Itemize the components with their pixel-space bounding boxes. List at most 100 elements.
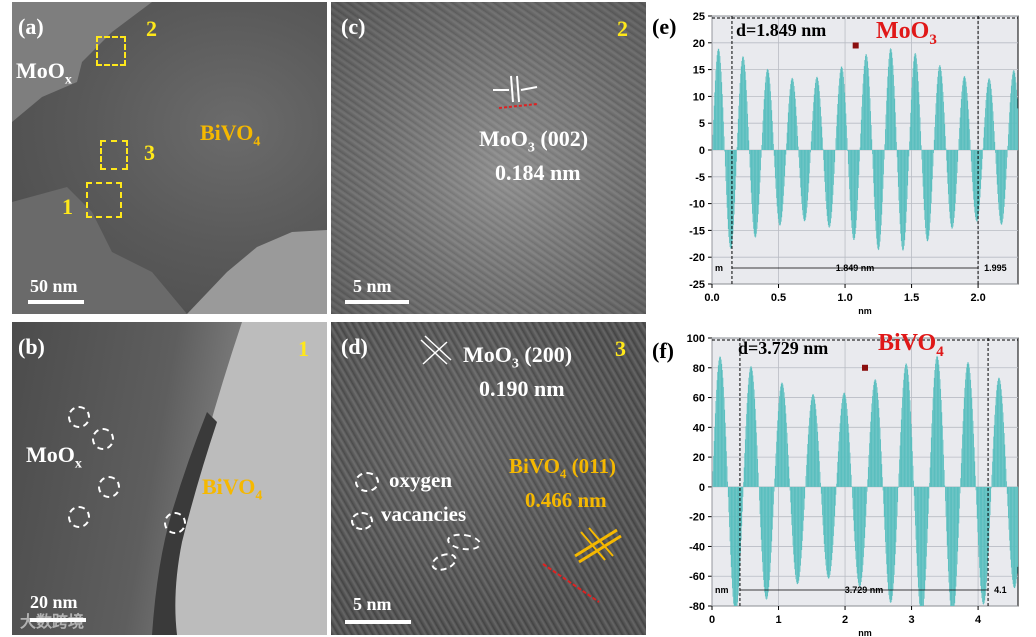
- moox-subscript: x: [64, 72, 72, 88]
- profile-bar: [749, 372, 750, 487]
- profile-bar: [963, 408, 964, 487]
- profile-bar: [827, 486, 829, 579]
- profile-bar: [809, 150, 810, 174]
- bivo4-011-hkl: (011): [566, 454, 616, 478]
- profile-bar: [933, 387, 934, 487]
- profile-bar: [809, 150, 811, 164]
- profile-bar: [1005, 468, 1007, 487]
- profile-bar: [724, 150, 726, 152]
- profile-bar: [787, 443, 789, 487]
- profile-bar: [936, 93, 937, 150]
- profile-bar: [914, 486, 916, 511]
- profile-bar: [730, 486, 731, 555]
- profile-bar: [1000, 150, 1002, 224]
- profile-bar: [966, 92, 968, 150]
- profile-bar: [842, 398, 843, 487]
- profile-bar: [804, 150, 806, 221]
- profile-bar: [861, 486, 863, 578]
- profile-bar: [1012, 486, 1013, 580]
- profile-bar: [993, 120, 994, 150]
- profile-bar: [878, 150, 880, 250]
- profile-bar: [805, 476, 807, 487]
- moox-label: MoOx: [16, 58, 72, 88]
- profile-bar: [1001, 150, 1003, 225]
- profile-bar: [796, 486, 798, 584]
- profile-bar: [980, 150, 982, 189]
- profile-bar: [867, 467, 869, 487]
- y-tick-label: 15: [693, 65, 705, 77]
- profile-bar: [910, 112, 912, 150]
- profile-bar: [900, 150, 902, 234]
- y-tick-label: 0: [699, 145, 705, 157]
- profile-bar: [759, 150, 760, 195]
- profile-bar: [977, 486, 979, 546]
- profile-bar: [788, 466, 790, 487]
- profile-bar: [983, 137, 984, 150]
- profile-bar: [856, 150, 857, 221]
- x-tick-label: 2: [842, 614, 848, 626]
- profile-bar: [792, 486, 794, 546]
- profile-bar: [918, 486, 920, 597]
- profile-bar: [784, 405, 786, 487]
- profile-bar: [925, 486, 926, 581]
- profile-bar: [917, 71, 919, 150]
- profile-bar: [943, 101, 944, 150]
- profile-bar: [732, 150, 733, 241]
- profile-bar: [779, 390, 781, 487]
- profile-bar: [901, 150, 903, 247]
- profile-bar: [940, 67, 942, 150]
- profile-bar: [989, 80, 991, 150]
- profile-bar: [973, 150, 975, 207]
- profile-bar: [727, 481, 728, 487]
- profile-bar: [853, 486, 855, 532]
- profile-bar: [864, 60, 866, 150]
- bivo4-label-b: BiVO4: [202, 474, 262, 504]
- profile-bar: [812, 120, 813, 150]
- profile-bar: [760, 486, 761, 528]
- profile-bar: [786, 143, 787, 150]
- profile-bar: [842, 71, 844, 150]
- profile-bar: [989, 486, 990, 529]
- chart-e-species-label: MoO3: [876, 18, 937, 49]
- profile-bar: [765, 486, 767, 599]
- chart-f-d-annotation: d=3.729 nm: [738, 338, 829, 358]
- profile-bar: [961, 448, 963, 487]
- profile-bar: [910, 411, 912, 487]
- profile-bar: [947, 486, 949, 560]
- profile-bar: [947, 150, 949, 184]
- profile-bar: [980, 486, 982, 586]
- profile-bar: [804, 150, 806, 222]
- profile-bar: [780, 386, 781, 487]
- profile-bar: [859, 486, 860, 587]
- profile-bar: [964, 387, 966, 487]
- profile-bar: [745, 80, 747, 150]
- profile-bar: [1005, 456, 1006, 487]
- profile-bar: [977, 150, 979, 220]
- profile-bar: [880, 150, 881, 235]
- profile-bar: [899, 150, 900, 214]
- panel-b-region-number: 1: [298, 336, 309, 361]
- profile-bar: [845, 113, 847, 150]
- profile-bar: [928, 150, 930, 236]
- profile-bar: [757, 150, 759, 223]
- profile-bar: [985, 486, 987, 590]
- profile-bar: [909, 126, 911, 150]
- scale-label-d: 5 nm: [353, 594, 392, 614]
- profile-bar: [889, 486, 890, 600]
- profile-bar: [916, 64, 918, 150]
- profile-bar: [824, 486, 826, 560]
- profile-bar: [998, 377, 1000, 487]
- profile-bar: [796, 125, 798, 150]
- lattice-marker-bivo4-011: [574, 527, 622, 564]
- profile-bar: [790, 80, 792, 150]
- profile-bar: [848, 432, 850, 487]
- profile-bar: [823, 150, 825, 172]
- profile-bar: [862, 83, 864, 150]
- profile-bar: [803, 486, 804, 521]
- profile-bar: [887, 486, 889, 590]
- profile-bar: [940, 70, 942, 150]
- profile-bar: [812, 111, 814, 150]
- profile-bar: [954, 150, 956, 212]
- profile-bar: [781, 382, 783, 487]
- profile-bar: [813, 102, 814, 150]
